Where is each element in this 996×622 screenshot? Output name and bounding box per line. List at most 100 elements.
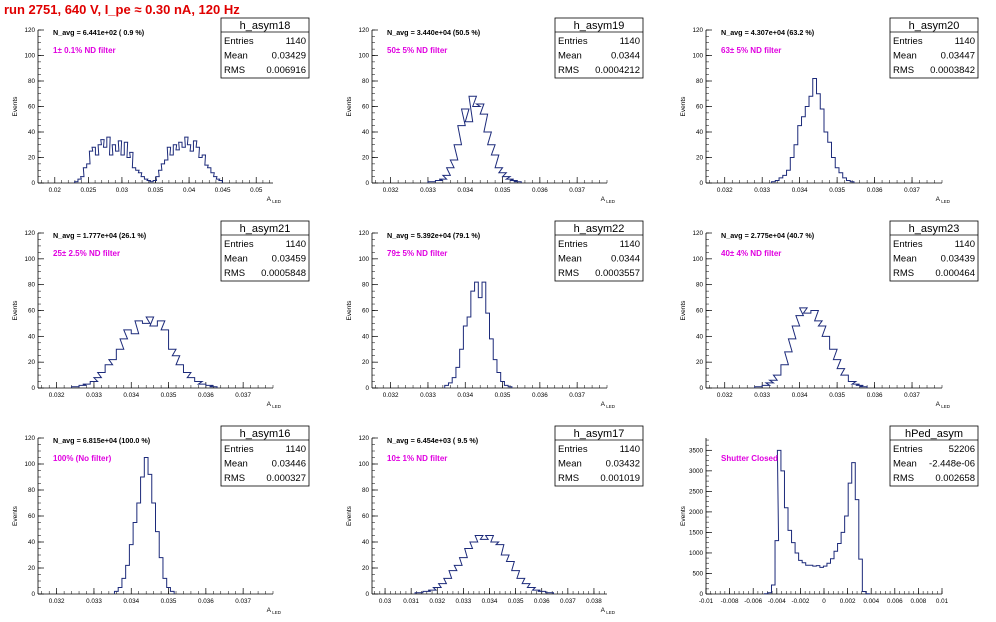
x-tick-label: 0.002 [840,598,856,605]
y-tick-label: 80 [28,487,36,494]
stats-label: Entries [224,444,254,455]
filter-label: Shutter Closed [721,454,778,463]
y-tick-label: 120 [692,27,703,34]
x-tick-label: 0.025 [80,187,96,194]
x-axis-title: A [267,607,272,614]
x-tick-label: 0.032 [49,392,65,399]
stats-label: RMS [558,65,579,76]
y-tick-label: 20 [696,155,704,162]
x-tick-label: 0.04 [183,187,196,194]
stats-label: Entries [224,239,254,250]
x-tick-label: 0.034 [482,598,498,605]
y-tick-label: 100 [692,256,703,263]
histogram-line [444,281,513,388]
stats-label: RMS [893,65,914,76]
stats-label: Entries [224,36,254,47]
histogram-panel-h_asym17: Events 0 20 40 60 80 100 120 0.03 0.031 0.032 0.033… [346,425,644,615]
stats-value: 0.03429 [272,51,306,62]
stats-label: RMS [558,473,579,484]
x-tick-label: 0.033 [86,598,102,605]
x-tick-label: 0.034 [123,598,139,605]
x-tick-label: 0.035 [148,187,164,194]
y-tick-label: 2000 [689,509,704,516]
stats-box [220,17,310,79]
stats-value: 0.0004212 [595,65,640,76]
histogram-panel-h_asym23: Events 0 20 40 60 80 100 120 0.032 0.033 0.034 0.03… [680,220,979,409]
x-tick-label: 0.037 [235,392,251,399]
histogram-panel-hPed_asym: Events0500100015002000250030003500-0.01-… [680,425,979,605]
x-axis-title-sub: LED [272,610,282,615]
stats-value: 0.000464 [935,268,975,279]
x-tick-label: 0.035 [508,598,524,605]
x-axis-title: A [267,196,272,203]
y-tick-label: 40 [362,539,370,546]
x-tick-label: 0.036 [534,598,550,605]
y-tick-label: 80 [696,78,704,85]
stats-value: 0.0344 [611,254,640,265]
stats-box [220,220,310,282]
x-tick-label: 0.033 [86,392,102,399]
y-tick-label: 0 [699,180,703,187]
stats-label: RMS [893,473,914,484]
stats-box [889,425,979,487]
x-tick-label: 0.035 [495,392,511,399]
filter-label: 10± 1% ND filter [387,454,447,463]
y-tick-label: 0 [31,591,35,598]
x-tick-label: 0.036 [532,187,548,194]
y-tick-label: 120 [24,27,35,34]
stats-value: 1140 [286,239,306,250]
x-tick-label: 0.034 [457,187,473,194]
histogram-line [414,535,554,594]
stats-label: Entries [893,444,923,455]
x-tick-label: 0.034 [457,392,473,399]
y-tick-label: 20 [28,565,36,572]
filter-label: 63± 5% ND filter [721,46,781,55]
x-axis-title: A [936,401,941,408]
x-tick-label: 0.035 [829,392,845,399]
y-axis-title: Events [680,96,687,117]
navg-label: N_avg = 2.775e+04 (40.7 %) [721,231,815,240]
y-tick-label: 40 [362,333,370,340]
y-tick-label: 60 [362,308,370,315]
navg-label: N_avg = 6.454e+03 ( 9.5 %) [387,436,479,445]
histogram-panel-h_asym18: Events 0 20 40 60 80 100 120 0.02 0.025 0.03 0.035 0… [12,17,310,204]
y-tick-label: 100 [358,53,369,60]
stats-label: Entries [558,239,588,250]
stats-value: 0.0003557 [595,268,640,279]
x-tick-label: -0.004 [768,598,786,605]
y-tick-label: 60 [362,104,370,111]
filter-label: 100% (No filter) [53,454,112,463]
y-tick-label: 80 [696,282,704,289]
histogram-line [771,77,855,183]
histogram-panel-h_asym21: Events 0 20 40 60 80 100 120 0.032 0.033 0.034 0.03… [12,220,310,409]
y-tick-label: 100 [358,256,369,263]
y-tick-label: 120 [358,27,369,34]
x-tick-label: 0.033 [420,187,436,194]
histogram-line [113,457,175,594]
x-axis-title: A [601,196,606,203]
filter-label: 25± 2.5% ND filter [53,249,120,258]
y-tick-label: 40 [28,539,36,546]
y-tick-label: 80 [362,282,370,289]
stats-title: h_asym16 [240,428,291,440]
x-tick-label: 0.033 [754,392,770,399]
stats-label: RMS [558,268,579,279]
x-tick-label: -0.002 [791,598,809,605]
x-axis-title-sub: LED [606,199,616,204]
histogram-line [74,136,223,183]
histogram-panel-h_asym19: Events 0 20 40 60 80 100 120 0.032 0.033 0.034 0.03… [346,17,644,204]
y-tick-label: 0 [31,180,35,187]
y-tick-label: 3000 [689,468,704,475]
filter-label: 1± 0.1% ND filter [53,46,116,55]
stats-label: RMS [224,268,245,279]
x-tick-label: 0.036 [532,392,548,399]
y-tick-label: 120 [358,230,369,237]
y-tick-label: 0 [31,385,35,392]
histogram-panel-h_asym20: Events 0 20 40 60 80 100 120 0.032 0.033 0.034 0.03… [680,17,979,204]
stats-value: 1140 [955,36,975,47]
y-tick-label: 60 [362,513,370,520]
y-tick-label: 20 [696,359,704,366]
x-tick-label: 0.037 [569,392,585,399]
stats-title: h_asym23 [909,223,960,235]
x-tick-label: 0.032 [429,598,445,605]
